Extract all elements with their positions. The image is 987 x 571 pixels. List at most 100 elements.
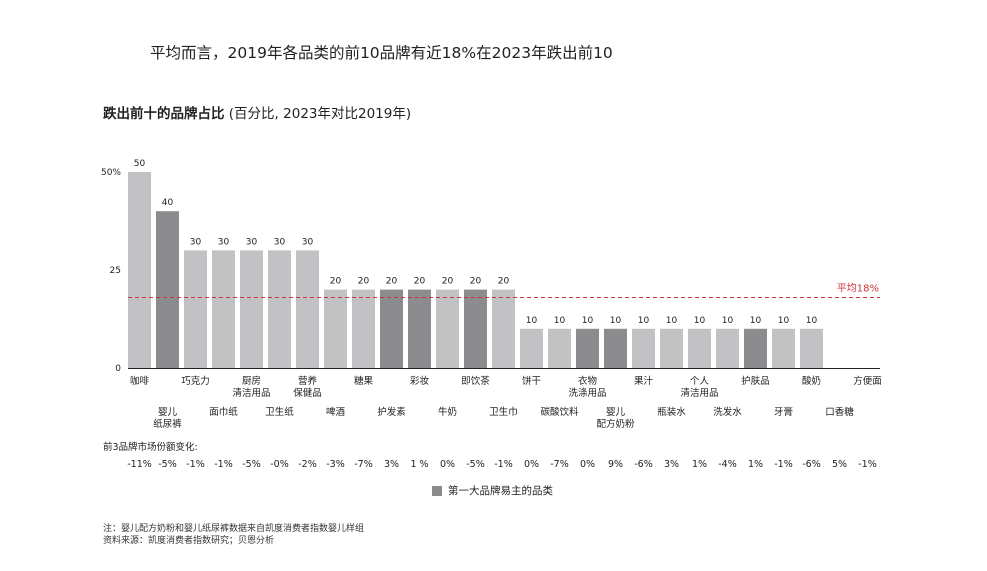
- category-label: 牛奶: [438, 406, 457, 418]
- bar: [240, 250, 263, 368]
- bar-value-label: 10: [750, 316, 762, 326]
- category-label: 洗发水: [713, 406, 742, 418]
- category-label: 瓶装水: [657, 406, 686, 418]
- y-tick-label: 0: [115, 364, 121, 374]
- bar-value-label: 10: [582, 316, 594, 326]
- bar: [156, 211, 179, 368]
- bar: [352, 289, 375, 368]
- legend-swatch: [432, 485, 442, 496]
- bar: [492, 289, 515, 368]
- category-label: 牙膏: [774, 406, 793, 418]
- category-label: 酸奶: [802, 375, 821, 387]
- chart-title-unit: (百分比, 2023年对比2019年): [224, 106, 412, 122]
- share-change-value: -4%: [718, 459, 737, 470]
- category-label: 个人: [690, 376, 710, 387]
- share-change-value: -5%: [466, 459, 485, 470]
- bar: [464, 289, 487, 368]
- category-label: 清洁用品: [680, 387, 718, 399]
- bar-value-label: 30: [274, 237, 286, 247]
- bar-value-label: 30: [246, 237, 258, 247]
- category-label: 果汁: [634, 375, 654, 387]
- bar-value-label: 10: [722, 316, 734, 326]
- bar: [212, 250, 235, 368]
- category-label: 卫生巾: [489, 406, 518, 418]
- bar: [128, 172, 151, 368]
- bar: [268, 250, 291, 368]
- share-change-value: 3%: [384, 459, 399, 470]
- share-change-value: -0%: [270, 459, 289, 470]
- category-label: 清洁用品: [232, 387, 270, 399]
- share-change-value: -2%: [298, 459, 317, 470]
- share-change-value: 0%: [524, 459, 539, 470]
- share-change-value: -11%: [127, 459, 152, 470]
- bar-value-label: 20: [470, 277, 482, 287]
- bar: [324, 289, 347, 368]
- category-label: 婴儿: [158, 407, 178, 418]
- share-change-value: 1 %: [410, 459, 428, 470]
- bar: [744, 328, 767, 368]
- share-change-value: -5%: [242, 459, 261, 470]
- bar-value-label: 20: [386, 277, 398, 287]
- share-change-value: -1%: [214, 459, 233, 470]
- category-label: 口香糖: [825, 406, 854, 418]
- share-change-value: -1%: [494, 459, 513, 470]
- share-change-value: 1%: [692, 459, 707, 470]
- share-change-value: 3%: [664, 459, 679, 470]
- category-label: 面巾纸: [209, 406, 238, 418]
- category-label: 碳酸饮料: [540, 406, 579, 418]
- bar: [436, 289, 459, 368]
- bar-value-label: 10: [610, 316, 622, 326]
- footnote: 注：婴儿配方奶粉和婴儿纸尿裤数据来自凯度消费者指数婴儿样组: [103, 524, 365, 534]
- bar-value-label: 10: [638, 316, 650, 326]
- bar-value-label: 10: [694, 316, 706, 326]
- bar-value-label: 10: [554, 316, 566, 326]
- share-change-value: -6%: [802, 459, 821, 470]
- bar-value-label: 20: [414, 277, 426, 287]
- category-label: 洗涤用品: [568, 387, 606, 399]
- share-change-value: -3%: [326, 459, 345, 470]
- bar-value-label: 30: [190, 237, 202, 247]
- average-label: 平均18%: [837, 282, 879, 294]
- bar: [576, 328, 599, 368]
- bar: [184, 250, 207, 368]
- share-change-value: -5%: [158, 459, 177, 470]
- category-label: 啤酒: [326, 406, 346, 418]
- bar: [520, 328, 543, 368]
- category-label: 厨房: [242, 375, 261, 387]
- bar: [800, 328, 823, 368]
- share-change-value: -7%: [550, 459, 569, 470]
- bar: [772, 328, 795, 368]
- share-change-value: -1%: [186, 459, 205, 470]
- bar-value-label: 10: [666, 316, 678, 326]
- bar-chart: 50% 25 0 50 40 30 30 30 30 30 20 20 20 20 20 20 20 10 10 10…: [101, 159, 882, 470]
- bar: [632, 328, 655, 368]
- bar-value-label: 30: [218, 237, 230, 247]
- bar-value-label: 20: [442, 277, 454, 287]
- bar-value-label: 10: [526, 316, 538, 326]
- share-change-value: -7%: [354, 459, 373, 470]
- category-label: 卫生纸: [265, 406, 294, 418]
- bar: [688, 328, 711, 368]
- headline: 平均而言，2019年各品类的前10品牌有近18%在2023年跌出前10: [150, 44, 613, 62]
- bar-value-label: 20: [498, 277, 510, 287]
- y-tick-label: 50%: [101, 168, 121, 178]
- category-label: 即饮茶: [461, 375, 490, 387]
- share-change-value: -6%: [634, 459, 653, 470]
- bar: [296, 250, 319, 368]
- share-change-value: 1%: [748, 459, 763, 470]
- share-change-value: 0%: [440, 459, 455, 470]
- bar-value-label: 50: [134, 159, 146, 169]
- bar: [716, 328, 739, 368]
- bar-value-label: 10: [778, 316, 790, 326]
- share-change-value: 5%: [832, 459, 847, 470]
- bar: [408, 289, 431, 368]
- category-label: 纸尿裤: [153, 418, 182, 430]
- category-label: 营养: [298, 375, 318, 387]
- bar-value-label: 30: [302, 237, 314, 247]
- share-change-value: -1%: [858, 459, 877, 470]
- share-change-value: 9%: [608, 459, 623, 470]
- category-label: 饼干: [522, 375, 541, 387]
- category-label: 彩妆: [410, 375, 430, 387]
- category-label: 咖啡: [130, 375, 150, 387]
- category-label: 方便面: [853, 375, 882, 387]
